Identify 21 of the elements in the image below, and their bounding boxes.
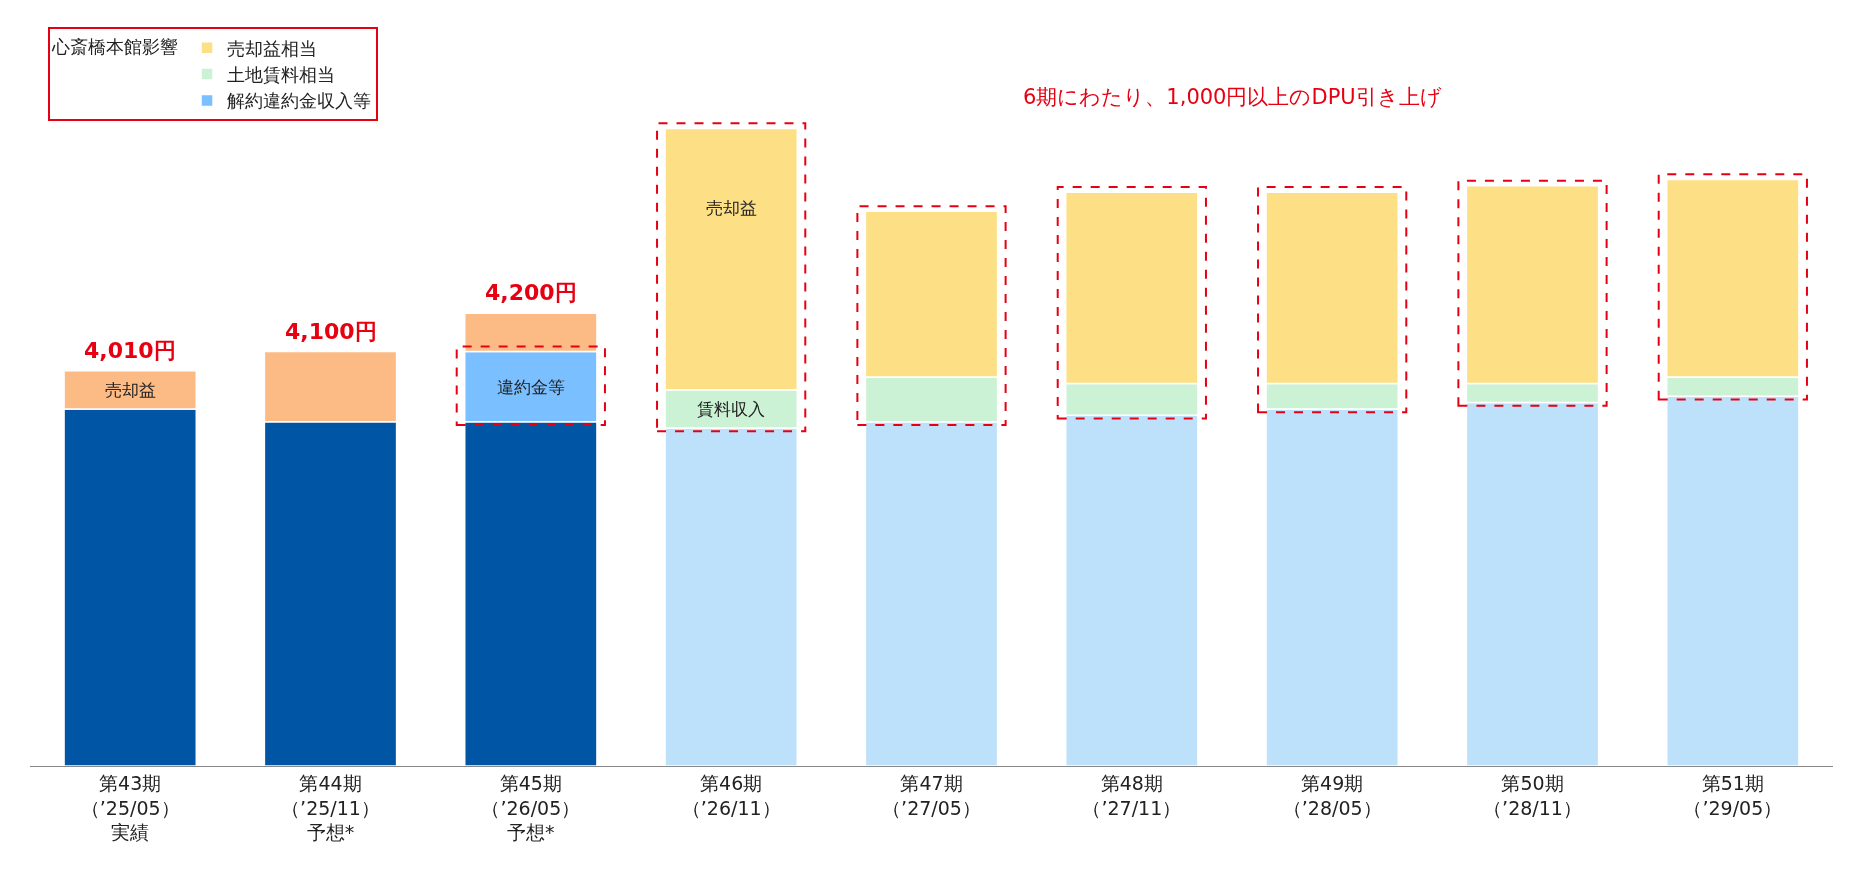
x-tick-label: 第43期（’25/05）実績 — [80, 771, 180, 844]
x-tick-label: 第44期（’25/11）予想* — [281, 771, 380, 844]
x-tick-label: 第49期（’28/05） — [1282, 771, 1382, 819]
legend-label: 土地賃料相当 — [227, 64, 336, 86]
x-tick-label: 第45期（’26/05）予想* — [481, 771, 581, 844]
annotation: 4,200円 — [485, 280, 577, 305]
text: 6期にわたり、1,000円以上のDPU引き上げ — [1023, 85, 1442, 109]
annotation: 違約金等 — [497, 377, 565, 397]
legend-label: 売却益相当 — [227, 37, 318, 59]
annotation: 売却益 — [105, 380, 156, 400]
annotation: 賃料収入 — [697, 399, 765, 419]
x-tick-label: 第48期（’27/11） — [1082, 771, 1182, 819]
legend-title: 心斎橋本館影響 — [51, 35, 179, 57]
annotation: 4,100円 — [285, 319, 377, 344]
annotation: 4,010円 — [84, 338, 176, 363]
x-tick-label: 第51期（’29/05） — [1683, 771, 1783, 819]
x-tick-label: 第46期（’26/11） — [681, 771, 781, 819]
x-tick-label: 第50期（’28/11） — [1483, 771, 1582, 819]
x-tick-label: 第47期（’27/05） — [882, 771, 981, 819]
legend-label: 解約違約金収入等 — [227, 90, 372, 112]
annotation: 売却益 — [706, 198, 757, 218]
